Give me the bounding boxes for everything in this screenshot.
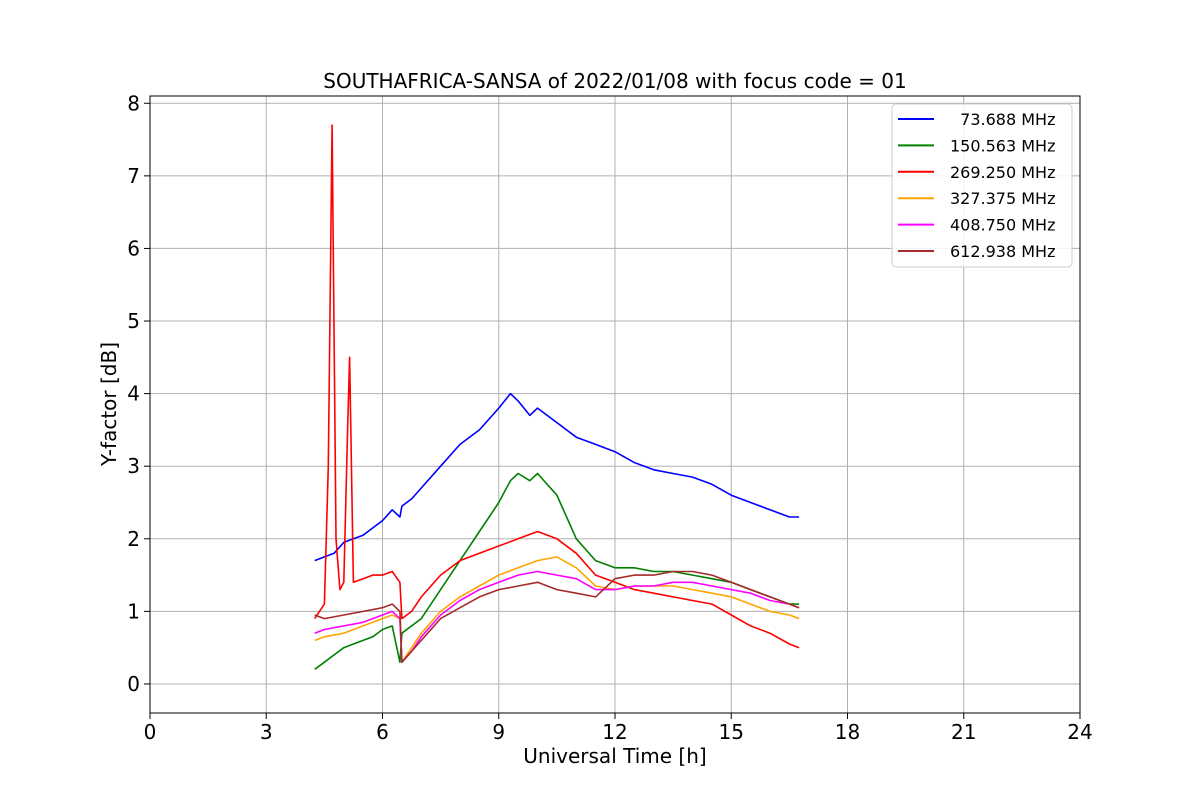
legend-label: 408.750 MHz: [950, 216, 1055, 235]
x-tick-label: 15: [719, 720, 744, 744]
y-tick-label: 2: [127, 527, 140, 551]
x-tick-label: 18: [835, 720, 860, 744]
series-line-1: [314, 472, 800, 671]
legend-label: 327.375 MHz: [950, 189, 1055, 208]
legend-label: 73.688 MHz: [950, 110, 1055, 129]
y-tick-label: 1: [127, 599, 140, 623]
x-tick-label: 9: [492, 720, 505, 744]
y-axis-label: Y-factor [dB]: [97, 342, 121, 467]
y-tick-label: 7: [127, 164, 140, 188]
series-line-4: [314, 570, 800, 664]
y-tick-label: 4: [127, 382, 140, 406]
x-tick-label: 0: [144, 720, 157, 744]
legend-box: [891, 103, 1073, 268]
y-tick-label: 0: [127, 672, 140, 696]
x-tick-label: 3: [260, 720, 273, 744]
x-axis-label: Universal Time [h]: [523, 744, 706, 768]
series-line-3: [314, 556, 800, 664]
y-axis-ticks: 0 1 2 3 4 5 6 7 8: [127, 91, 150, 696]
grid: [149, 96, 1081, 713]
y-tick-label: 6: [127, 236, 140, 260]
series-line-5: [314, 570, 800, 664]
legend-label: 612.938 MHz: [950, 242, 1055, 261]
x-tick-label: 12: [602, 720, 627, 744]
series-line-0: [314, 392, 800, 562]
legend-label: 269.250 MHz: [950, 163, 1055, 182]
legend-label: 150.563 MHz: [950, 136, 1055, 155]
series-layer: [314, 124, 800, 671]
x-tick-label: 21: [951, 720, 976, 744]
x-tick-label: 6: [376, 720, 389, 744]
y-tick-label: 3: [127, 454, 140, 478]
x-tick-label: 24: [1067, 720, 1092, 744]
legend: 73.688 MHz 150.563 MHz 269.250 MHz 327.375 …: [891, 103, 1073, 268]
y-tick-label: 8: [127, 91, 140, 115]
series-line-2: [314, 124, 800, 649]
y-tick-label: 5: [127, 309, 140, 333]
x-axis-ticks: 0 3 6 9 12 15 18 21 24: [144, 713, 1093, 744]
chart-title: SOUTHAFRICA-SANSA of 2022/01/08 with foc…: [323, 69, 907, 93]
